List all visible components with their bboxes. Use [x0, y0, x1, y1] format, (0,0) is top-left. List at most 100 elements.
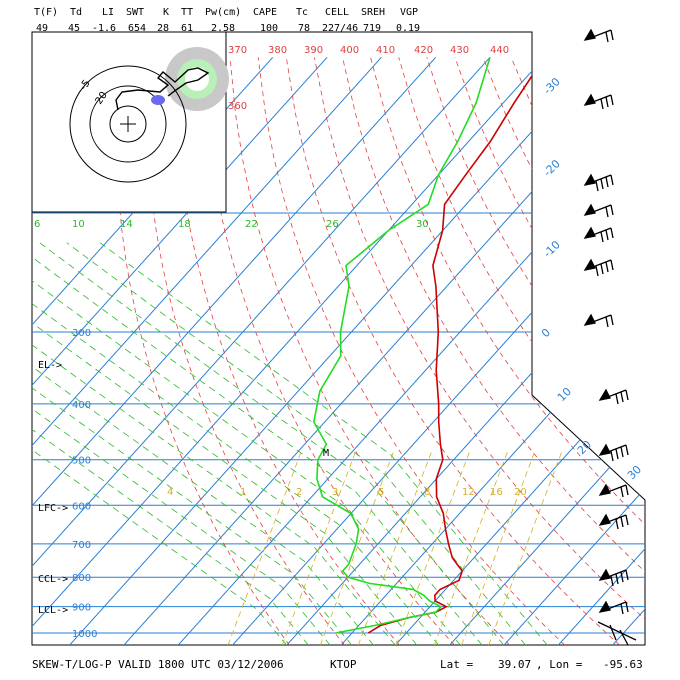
header-values: 49 45 -1.6 654 28 61 2.58 100 78 227/46 719 0.19: [36, 23, 420, 34]
wind-barb: [583, 313, 614, 328]
isotherm-line: [32, 57, 437, 645]
header-value: 654: [128, 23, 146, 34]
isobar-label: 600: [72, 501, 91, 512]
hodograph-ring: [89, 85, 167, 163]
dry-adiabat-line: [454, 57, 645, 645]
mixing-ratio-label: 16: [490, 487, 503, 498]
wind-barb: [598, 600, 629, 615]
header-label: Td: [70, 7, 82, 18]
isotherm-label: -30: [541, 75, 563, 97]
wind-barb: [583, 203, 614, 218]
header-label: SREH: [361, 7, 385, 18]
temperature-line: [367, 56, 545, 634]
dry-adiabat-line: [229, 57, 510, 645]
isobar-label: 800: [72, 573, 91, 584]
isobar-label: 1000: [72, 629, 97, 640]
isotherm-line: [503, 57, 645, 645]
isotherm-line: [32, 57, 328, 645]
wind-barb: [583, 226, 614, 243]
moist-adiabat-label: 6: [34, 219, 40, 230]
el-label: EL->: [38, 360, 62, 371]
wind-barb: [583, 28, 614, 43]
isobar-label: 500: [72, 456, 91, 467]
moist-adiabat-line: [32, 242, 418, 645]
mixing-ratio-label: 20: [514, 487, 527, 498]
header-labels: T(F) Td LI SWT K TT Pw(cm) CAPE Tc CELL SREH VGP: [34, 7, 418, 18]
header-label: Tc: [296, 7, 308, 18]
moist-adiabat-label: 10: [72, 219, 85, 230]
header-label: VGP: [400, 7, 418, 18]
isobar-label: 300: [72, 328, 91, 339]
mixing-ratio-line: [319, 449, 395, 645]
background-lines: [32, 57, 680, 645]
dry-adiabat-label: 390: [304, 45, 323, 56]
isotherm-label: 0: [539, 326, 553, 340]
dry-adiabat-line: [257, 57, 566, 645]
dry-adiabat-label: 400: [340, 45, 359, 56]
moist-adiabat-line: [32, 242, 461, 645]
isotherm-line: [32, 57, 545, 645]
isobar-label: 700: [72, 540, 91, 551]
wind-barb: [598, 568, 629, 587]
isotherm-line: [557, 57, 645, 645]
moist-adiabat-line: [66, 242, 526, 645]
dry-adiabat-line: [482, 57, 645, 645]
moist-adiabat-line: [32, 242, 483, 645]
isotherm-line: [177, 57, 645, 645]
header-label: TT: [181, 7, 193, 18]
isobar-label: 400: [72, 400, 91, 411]
wind-barb: [598, 483, 629, 498]
moist-adiabat-line: [32, 242, 331, 645]
moist-adiabat-line: [39, 242, 505, 645]
moist-adiabat-line: [32, 242, 374, 645]
isotherm-line: [612, 57, 645, 645]
dry-adiabat-line: [510, 57, 645, 645]
header-value: 227/46: [322, 23, 358, 34]
hodograph-storm-core: [185, 67, 209, 91]
wind-barb: [598, 388, 629, 405]
isotherm-line: [32, 57, 382, 645]
mixing-ratio-line: [461, 449, 536, 645]
mixing-ratio-label: 5: [378, 487, 384, 498]
hodograph-ring: [69, 65, 187, 183]
header-value: 100: [260, 23, 278, 34]
mixing-ratio-label: 4: [167, 487, 173, 498]
dry-adiabat-line: [342, 57, 645, 645]
dry-adiabat-label: 370: [228, 45, 247, 56]
dry-adiabat-line: [201, 57, 455, 645]
dry-adiabat-line: [370, 57, 645, 645]
wind-barb: [583, 173, 614, 192]
ccl-label: CCL->: [38, 574, 68, 585]
wind-barb: [598, 443, 629, 462]
isotherm-label: 30: [625, 463, 644, 482]
header-value: 719: [363, 23, 381, 34]
wind-barb: [583, 93, 614, 110]
header-value: 78: [298, 23, 310, 34]
header-label: K: [163, 7, 169, 18]
isobar-label: 900: [72, 603, 91, 614]
dry-adiabat-label: 420: [414, 45, 433, 56]
dry-adiabat-line: [538, 57, 645, 645]
mixing-ratio-line: [281, 449, 357, 645]
footer-lon: -95.63: [603, 658, 643, 671]
hodograph-storm-motion: [151, 95, 165, 105]
header-label: SWT: [126, 7, 144, 18]
plot-frame: [31, 31, 646, 646]
mixing-ratio-label: 8: [424, 487, 430, 498]
moist-adiabat-line: [32, 242, 440, 645]
lfc-label: LFC->: [38, 503, 68, 514]
header-value: -1.6: [92, 23, 116, 34]
header-value: 45: [68, 23, 80, 34]
mixing-ratio-label: 12: [462, 487, 475, 498]
moist-adiabat-label: 14: [120, 219, 133, 230]
isotherm-line: [232, 57, 645, 645]
dry-adiabat-line: [145, 57, 345, 645]
footer-title: SKEW-T/LOG-P VALID 1800 UTC 03/12/2006: [32, 658, 284, 671]
hodograph-ring: [109, 105, 147, 143]
header-value: 49: [36, 23, 48, 34]
dry-adiabat-line: [652, 57, 680, 645]
wind-barb-surface: [597, 621, 637, 646]
mixing-ratio-label: 3: [332, 487, 338, 498]
mixing-ratio-line: [395, 449, 471, 645]
moist-adiabat-label: 22: [245, 219, 258, 230]
